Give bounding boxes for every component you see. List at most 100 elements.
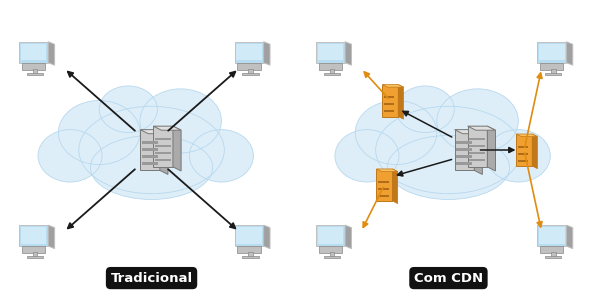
FancyBboxPatch shape (153, 126, 173, 167)
FancyBboxPatch shape (316, 42, 345, 63)
Ellipse shape (355, 100, 437, 165)
Bar (551, 69, 556, 74)
Bar (545, 256, 562, 258)
FancyBboxPatch shape (22, 63, 45, 70)
FancyBboxPatch shape (235, 42, 263, 63)
Polygon shape (532, 134, 538, 169)
Bar (469, 138, 485, 140)
FancyBboxPatch shape (22, 246, 45, 253)
Bar (456, 141, 472, 144)
Ellipse shape (437, 89, 518, 153)
FancyBboxPatch shape (316, 225, 345, 246)
FancyBboxPatch shape (236, 227, 262, 244)
FancyBboxPatch shape (455, 130, 474, 170)
Polygon shape (376, 169, 398, 172)
Bar (469, 152, 485, 154)
Bar (329, 69, 334, 74)
Bar (518, 153, 528, 155)
FancyBboxPatch shape (238, 63, 261, 70)
Ellipse shape (140, 89, 221, 153)
FancyBboxPatch shape (21, 227, 46, 244)
Ellipse shape (376, 106, 521, 194)
Ellipse shape (58, 100, 140, 165)
FancyBboxPatch shape (140, 130, 160, 170)
Bar (155, 159, 171, 161)
Polygon shape (263, 225, 270, 249)
Bar (384, 96, 394, 98)
FancyBboxPatch shape (537, 42, 566, 63)
Bar (142, 141, 158, 144)
FancyBboxPatch shape (236, 44, 262, 60)
Bar (469, 159, 485, 161)
FancyBboxPatch shape (540, 63, 563, 70)
Polygon shape (566, 42, 573, 65)
Bar (155, 145, 171, 147)
FancyBboxPatch shape (382, 85, 398, 116)
Bar (518, 146, 528, 148)
Polygon shape (487, 126, 496, 171)
Bar (242, 256, 259, 258)
Bar (324, 256, 340, 258)
Bar (324, 73, 340, 75)
FancyBboxPatch shape (516, 134, 532, 166)
Polygon shape (153, 126, 181, 130)
FancyBboxPatch shape (376, 169, 392, 201)
Bar (33, 69, 37, 74)
Bar (378, 181, 389, 183)
Bar (329, 253, 334, 257)
FancyBboxPatch shape (540, 246, 563, 253)
Polygon shape (474, 130, 482, 175)
FancyBboxPatch shape (319, 246, 342, 253)
Bar (142, 148, 158, 151)
Polygon shape (516, 134, 538, 136)
Ellipse shape (79, 106, 224, 194)
Polygon shape (467, 126, 496, 130)
Polygon shape (398, 85, 403, 119)
Bar (384, 103, 394, 105)
Bar (456, 162, 472, 165)
Bar (456, 155, 472, 158)
Bar (248, 253, 253, 257)
Polygon shape (48, 42, 55, 65)
Bar (142, 155, 158, 158)
Polygon shape (48, 225, 55, 249)
Polygon shape (263, 42, 270, 65)
Bar (27, 73, 43, 75)
Polygon shape (345, 225, 352, 249)
Ellipse shape (91, 135, 212, 200)
Bar (142, 162, 158, 165)
FancyBboxPatch shape (537, 225, 566, 246)
FancyBboxPatch shape (238, 246, 261, 253)
Polygon shape (173, 126, 181, 171)
Polygon shape (566, 225, 573, 249)
Ellipse shape (190, 130, 253, 182)
FancyBboxPatch shape (235, 225, 263, 246)
FancyBboxPatch shape (318, 44, 343, 60)
Bar (384, 110, 394, 112)
Polygon shape (345, 42, 352, 65)
Bar (155, 138, 171, 140)
Bar (33, 253, 37, 257)
FancyBboxPatch shape (319, 63, 342, 70)
Bar (155, 152, 171, 154)
Ellipse shape (38, 130, 102, 182)
Bar (456, 148, 472, 151)
Ellipse shape (486, 130, 550, 182)
Bar (551, 253, 556, 257)
FancyBboxPatch shape (318, 227, 343, 244)
FancyBboxPatch shape (19, 42, 48, 63)
FancyBboxPatch shape (539, 44, 565, 60)
Polygon shape (392, 169, 398, 204)
Bar (469, 145, 485, 147)
Bar (545, 73, 562, 75)
Polygon shape (455, 130, 482, 134)
FancyBboxPatch shape (21, 44, 46, 60)
Ellipse shape (396, 86, 454, 133)
Bar (518, 160, 528, 162)
Bar (242, 73, 259, 75)
FancyBboxPatch shape (539, 227, 565, 244)
Bar (248, 69, 253, 74)
Bar (27, 256, 43, 258)
FancyBboxPatch shape (19, 225, 48, 246)
Bar (378, 194, 389, 196)
